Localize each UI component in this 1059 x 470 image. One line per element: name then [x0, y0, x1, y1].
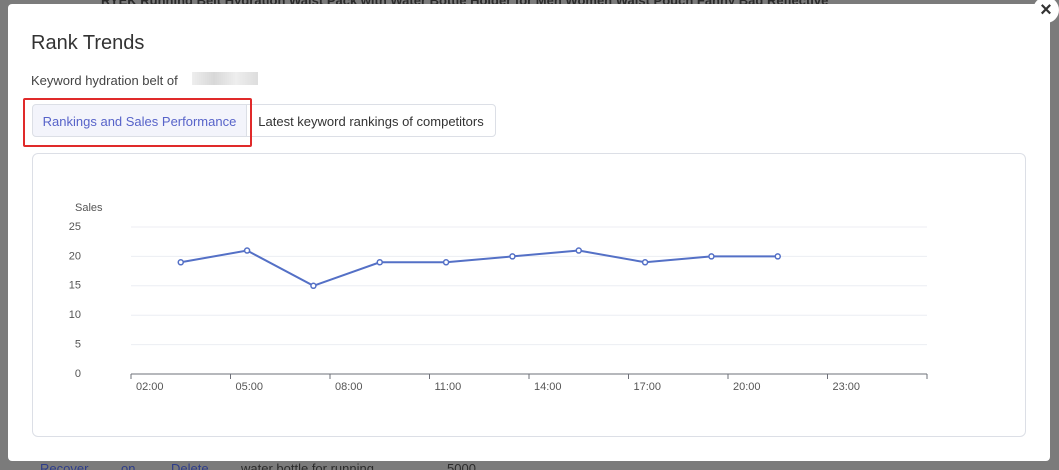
modal-title: Rank Trends [31, 32, 145, 54]
point [641, 259, 649, 266]
highlight-box [23, 98, 252, 147]
x-tick-label: 08:00 [335, 381, 363, 393]
keyword: water bottle for running [241, 461, 374, 470]
close-button[interactable]: × [1033, 0, 1059, 23]
point [177, 259, 184, 266]
y-tick-label: 20 [69, 250, 81, 262]
tab-active[interactable]: Rankings and Sales Performance [32, 104, 247, 137]
x-tick-label: 23:00 [833, 381, 861, 393]
point [509, 253, 516, 260]
recover-link[interactable]: Recover [40, 461, 89, 470]
line [180, 249, 778, 287]
point [575, 247, 582, 254]
point [243, 247, 251, 254]
modal: Rank Trends Keyword hydration belt of Ra… [8, 4, 1050, 461]
sync-link[interactable]: on [121, 461, 136, 470]
chart: Sales 0 5 10 15 20 25 02:00 05:00 08:00 11:00 14:0… [69, 202, 928, 393]
delete-link[interactable]: Delete [171, 461, 209, 470]
chart-panel [32, 153, 1026, 437]
point [310, 282, 317, 290]
volume: 5000 [447, 461, 476, 470]
y-tick-label: 15 [69, 280, 81, 292]
point [442, 259, 450, 266]
tab[interactable]: Latest keyword rankings of competitors [246, 104, 496, 137]
point [708, 253, 715, 260]
y-tick-label: 10 [69, 309, 81, 321]
y-axis-label: Sales [75, 202, 103, 214]
x-tick-label: 20:00 [733, 381, 761, 393]
x-tick-label: 14:00 [534, 381, 562, 393]
y-tick-label: 25 [69, 221, 81, 233]
x-tick-label: 05:00 [236, 381, 264, 393]
y-tick-label: 5 [75, 339, 81, 351]
x-tick-label: 11:00 [435, 381, 462, 393]
x-tick-label: 17:00 [634, 381, 662, 393]
y-tick-label: 0 [75, 368, 81, 380]
x-tick-label: 02:00 [136, 381, 164, 393]
point [376, 259, 383, 266]
blurred-asin [192, 72, 258, 85]
subtitle: Keyword hydration belt of [31, 73, 178, 88]
point [774, 253, 781, 260]
